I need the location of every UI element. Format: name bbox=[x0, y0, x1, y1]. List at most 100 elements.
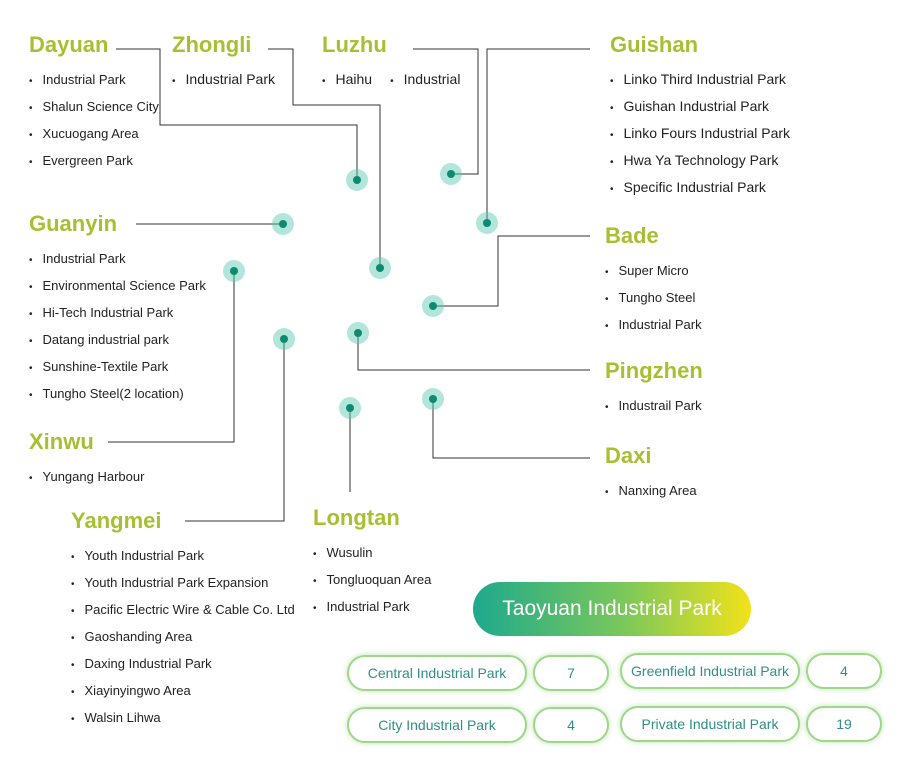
stat-value: 19 bbox=[806, 706, 882, 742]
list-item: Tungho Steel bbox=[605, 284, 702, 311]
stat-value: 4 bbox=[806, 653, 882, 689]
list-item: Specific Industrial Park bbox=[610, 174, 790, 201]
district-daxi: Daxi Nanxing Area bbox=[605, 443, 697, 504]
marker-zhongli bbox=[369, 257, 391, 279]
district-name-zhongli: Zhongli bbox=[172, 32, 252, 57]
list-item: Tungho Steel(2 location) bbox=[29, 380, 206, 407]
list-item: Industrial Park bbox=[605, 311, 702, 338]
list-item: Pacific Electric Wire & Cable Co. Ltd bbox=[71, 596, 295, 623]
park-list-yangmei: Youth Industrial Park Youth Industrial P… bbox=[71, 542, 295, 731]
park-list-guanyin: Industrial Park Environmental Science Pa… bbox=[29, 245, 206, 407]
district-dayuan: Dayuan Industrial Park Shalun Science Ci… bbox=[29, 32, 159, 174]
title-badge: Taoyuan Industrial Park bbox=[473, 582, 751, 636]
connector-yangmei bbox=[185, 339, 285, 522]
marker-daxi bbox=[422, 388, 444, 410]
stat-private-industrial-park: Private Industrial Park 19 bbox=[620, 706, 882, 742]
list-item: Industrial Park bbox=[313, 593, 431, 620]
park-list-guishan: Linko Third Industrial Park Guishan Indu… bbox=[610, 66, 791, 201]
list-item: Industrial Park bbox=[172, 66, 275, 93]
list-item: Industrial Park bbox=[29, 245, 206, 272]
district-bade: Bade Super Micro Tungho Steel Industrial… bbox=[605, 223, 702, 338]
connector-zhongli bbox=[268, 48, 381, 268]
district-name-xinwu: Xinwu bbox=[29, 429, 94, 454]
district-luzhu: Luzhu Haihu Industrial bbox=[322, 32, 478, 93]
list-item: Haihu bbox=[322, 66, 373, 93]
list-item: Yungang Harbour bbox=[29, 463, 145, 490]
marker-bade bbox=[422, 295, 444, 317]
stat-central-industrial-park: Central Industrial Park 7 bbox=[347, 655, 609, 691]
list-item: Nanxing Area bbox=[605, 477, 697, 504]
district-name-daxi: Daxi bbox=[605, 443, 652, 468]
list-item: Daxing Industrial Park bbox=[71, 650, 295, 677]
list-item: Xiayinyingwo Area bbox=[71, 677, 295, 704]
list-item: Linko Third Industrial Park bbox=[610, 66, 790, 93]
location-markers bbox=[223, 163, 498, 419]
marker-longtan bbox=[339, 397, 361, 419]
stat-city-industrial-park: City Industrial Park 4 bbox=[347, 707, 609, 743]
district-xinwu: Xinwu Yungang Harbour bbox=[29, 429, 144, 490]
marker-luzhu bbox=[440, 163, 462, 185]
stat-label: Central Industrial Park bbox=[347, 655, 527, 691]
marker-yangmei bbox=[273, 328, 295, 350]
district-name-longtan: Longtan bbox=[313, 505, 400, 530]
list-item: Wusulin bbox=[313, 539, 431, 566]
list-item: Industrial Park bbox=[29, 66, 159, 93]
list-item: Linko Fours Industrial Park bbox=[610, 120, 791, 147]
connector-xinwu bbox=[108, 271, 235, 443]
list-item: Evergreen Park bbox=[29, 147, 159, 174]
district-yangmei: Yangmei Youth Industrial Park Youth Indu… bbox=[71, 508, 295, 731]
connector-bade bbox=[433, 235, 590, 307]
district-name-pingzhen: Pingzhen bbox=[605, 358, 703, 383]
connector-pingzhen bbox=[357, 333, 590, 371]
marker-dayuan bbox=[346, 169, 368, 191]
stat-value: 4 bbox=[533, 707, 609, 743]
list-item: Hwa Ya Technology Park bbox=[610, 147, 790, 174]
list-item: Tongluoquan Area bbox=[313, 566, 432, 593]
list-item: Youth Industrial Park bbox=[71, 542, 295, 569]
list-item: Hi-Tech Industrial Park bbox=[29, 299, 206, 326]
connector-dayuan bbox=[116, 48, 358, 180]
connector-luzhu bbox=[413, 48, 479, 175]
list-item: Industrail Park bbox=[605, 392, 703, 419]
park-list-luzhu: Haihu Industrial bbox=[322, 66, 478, 93]
district-guanyin: Guanyin Industrial Park Environmental Sc… bbox=[29, 211, 206, 407]
connector-lines bbox=[108, 48, 590, 522]
stat-label: Greenfield Industrial Park bbox=[620, 653, 800, 689]
marker-xinwu bbox=[223, 260, 245, 282]
list-item: Shalun Science City bbox=[29, 93, 159, 120]
list-item: Xucuogang Area bbox=[29, 120, 159, 147]
list-item: Gaoshanding Area bbox=[71, 623, 295, 650]
list-item: Sunshine-Textile Park bbox=[29, 353, 206, 380]
park-list-zhongli: Industrial Park bbox=[172, 66, 275, 93]
list-item: Environmental Science Park bbox=[29, 272, 206, 299]
list-item: Industrial bbox=[390, 66, 461, 93]
park-list-daxi: Nanxing Area bbox=[605, 477, 697, 504]
connector-daxi bbox=[432, 399, 590, 459]
list-item: Walsin Lihwa bbox=[71, 704, 295, 731]
park-list-dayuan: Industrial Park Shalun Science City Xucu… bbox=[29, 66, 159, 174]
district-name-luzhu: Luzhu bbox=[322, 32, 387, 57]
list-item: Super Micro bbox=[605, 257, 702, 284]
park-list-bade: Super Micro Tungho Steel Industrial Park bbox=[605, 257, 702, 338]
list-item: Datang industrial park bbox=[29, 326, 206, 353]
district-pingzhen: Pingzhen Industrail Park bbox=[605, 358, 703, 419]
district-name-yangmei: Yangmei bbox=[71, 508, 162, 533]
stat-label: Private Industrial Park bbox=[620, 706, 800, 742]
district-name-dayuan: Dayuan bbox=[29, 32, 109, 57]
stat-greenfield-industrial-park: Greenfield Industrial Park 4 bbox=[620, 653, 882, 689]
district-name-guishan: Guishan bbox=[610, 32, 699, 57]
list-item: Youth Industrial Park Expansion bbox=[71, 569, 295, 596]
park-list-longtan: Wusulin Tongluoquan Area Industrial Park bbox=[313, 539, 432, 620]
marker-guishan bbox=[476, 212, 498, 234]
park-list-pingzhen: Industrail Park bbox=[605, 392, 703, 419]
stat-label: City Industrial Park bbox=[347, 707, 527, 743]
park-list-xinwu: Yungang Harbour bbox=[29, 463, 145, 490]
stat-value: 7 bbox=[533, 655, 609, 691]
district-name-guanyin: Guanyin bbox=[29, 211, 118, 236]
district-guishan: Guishan Linko Third Industrial Park Guis… bbox=[610, 32, 790, 201]
district-name-bade: Bade bbox=[605, 223, 659, 248]
district-zhongli: Zhongli Industrial Park bbox=[172, 32, 275, 93]
list-item: Guishan Industrial Park bbox=[610, 93, 790, 120]
marker-pingzhen bbox=[347, 322, 369, 344]
connector-guishan bbox=[486, 48, 590, 223]
